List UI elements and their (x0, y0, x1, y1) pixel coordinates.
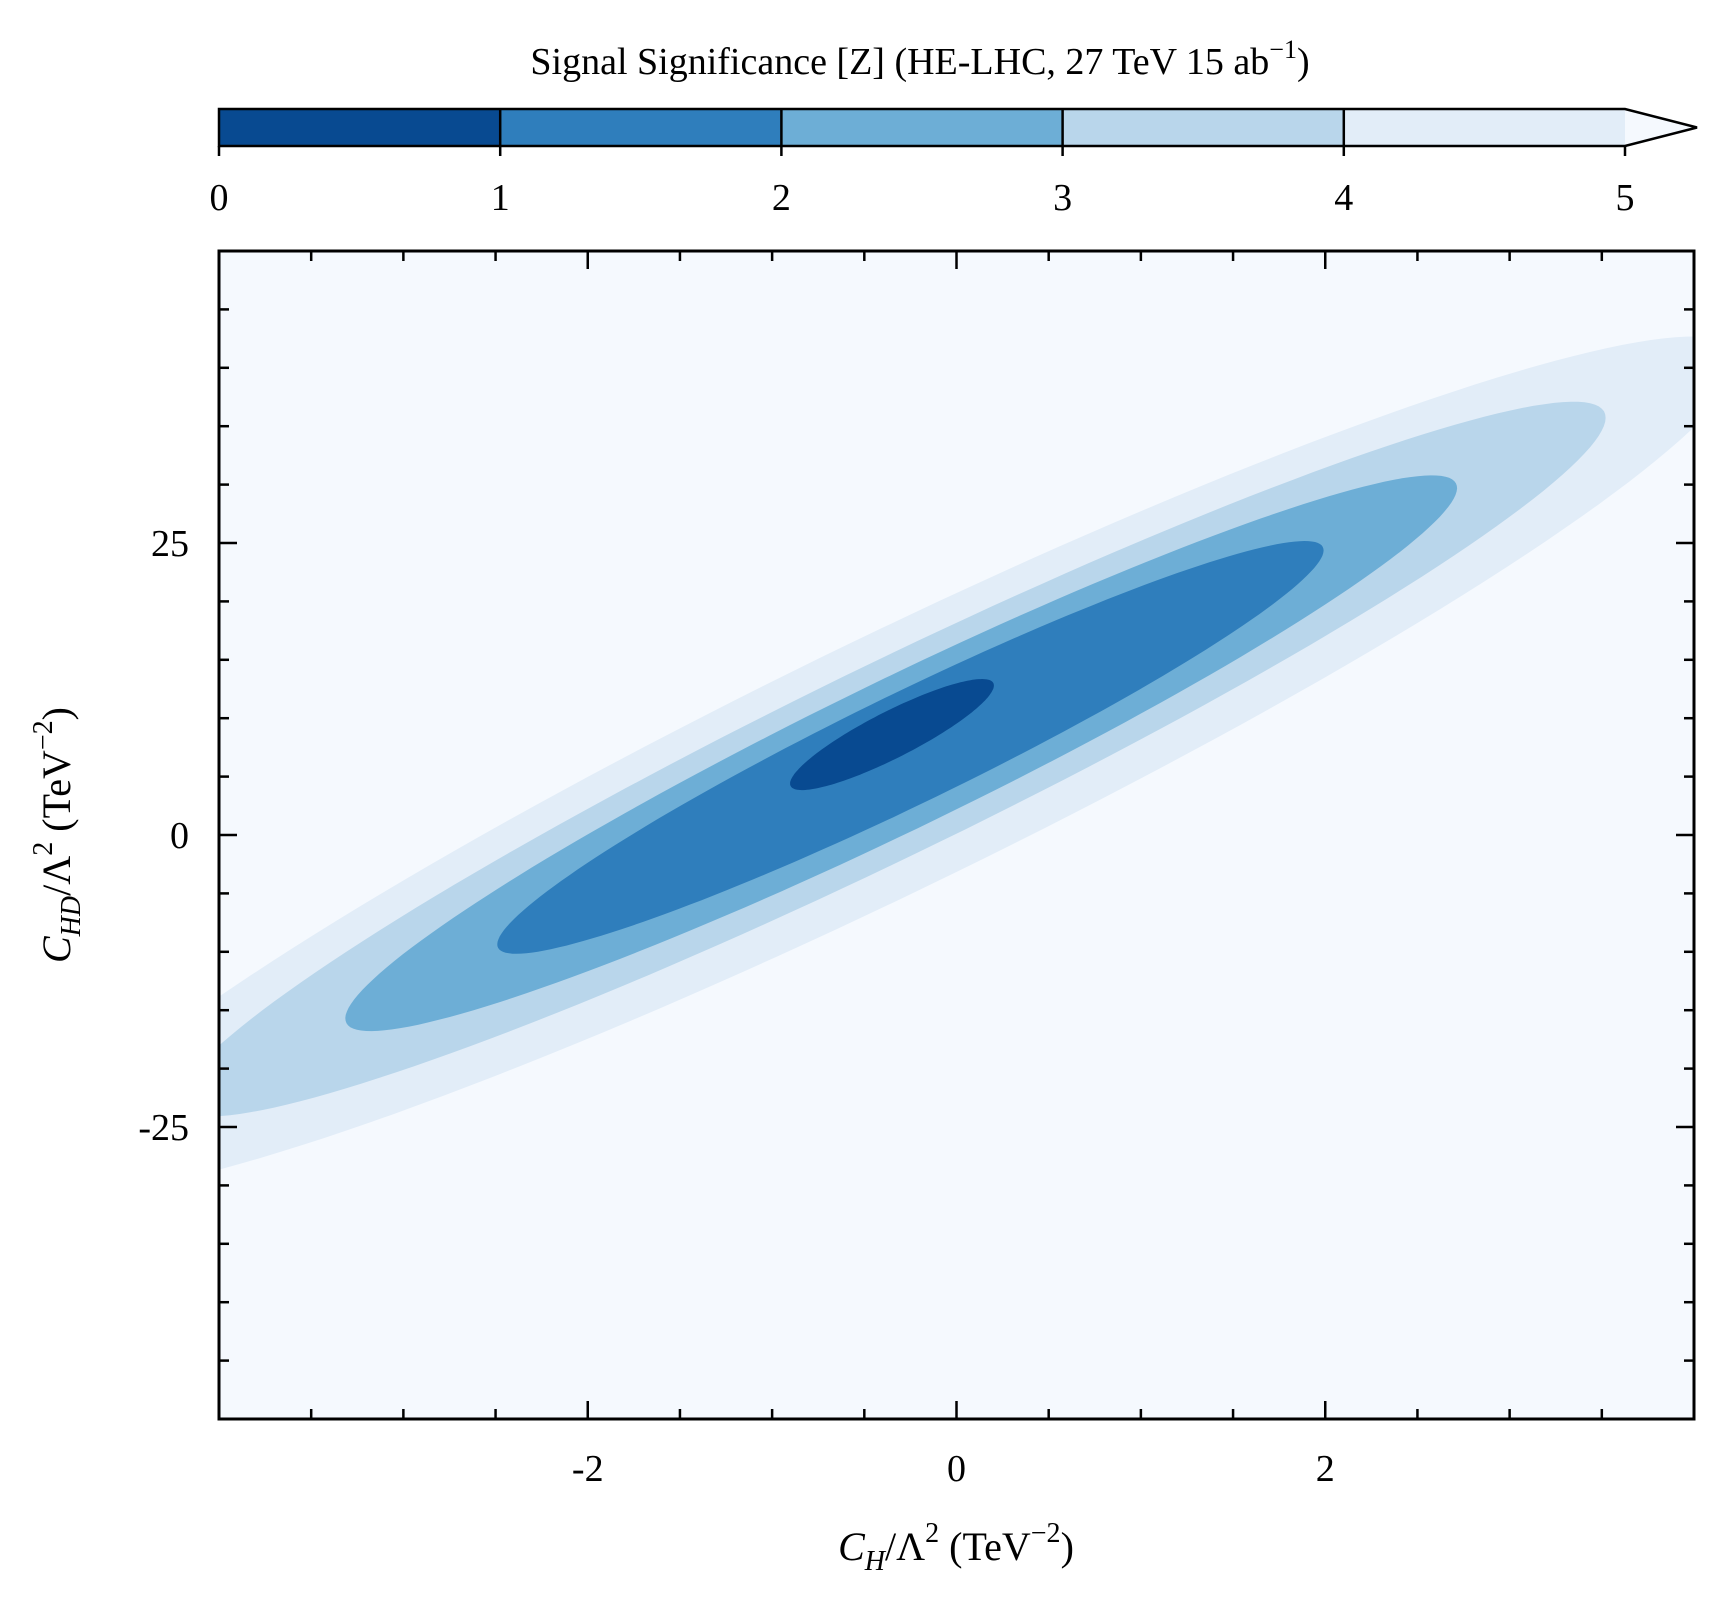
y-axis-label: CHD/Λ2 (TeV−2) (28, 707, 87, 963)
colorbar-tick-label: 4 (1334, 177, 1353, 219)
colorbar-tick-label: 5 (1616, 177, 1635, 219)
x-tick-label: 2 (1316, 1448, 1335, 1490)
x-axis-label: CH/Λ2 (TeV−2) (838, 1518, 1074, 1577)
colorbar-segments (217, 107, 1698, 148)
colorbar-tick-label: 1 (491, 177, 510, 219)
colorbar-extend-arrow (1625, 109, 1697, 146)
colorbar-tick-label: 2 (772, 177, 791, 219)
plot-area: -2 0 2 -25 0 25 (138, 249, 1696, 1490)
y-tick-label: 0 (170, 815, 189, 857)
colorbar-segment (500, 109, 782, 146)
colorbar-ticks: 0 1 2 3 4 5 (210, 109, 1635, 219)
x-tick-label: -2 (572, 1448, 604, 1490)
colorbar-segment (781, 109, 1063, 146)
colorbar-tick-label: 3 (1053, 177, 1072, 219)
tick-labels: -2 0 2 -25 0 25 (138, 523, 1334, 1490)
axis-ticks (219, 251, 1694, 1419)
colorbar-segment (219, 109, 501, 146)
x-tick-label: 0 (947, 1448, 966, 1490)
colorbar-outline (217, 107, 1698, 148)
colorbar-segment (1062, 109, 1344, 146)
colorbar-tick-label: 0 (210, 177, 229, 219)
contour-region-0-1 (790, 679, 994, 791)
y-tick-label: -25 (138, 1107, 189, 1149)
colorbar-segment (1343, 109, 1625, 146)
contour-regions (219, 336, 1694, 1170)
y-tick-label: 25 (151, 523, 189, 565)
colorbar-title: Signal Significance [Z] (HE-LHC, 27 TeV … (530, 35, 1309, 83)
colorbar: Signal Significance [Z] (HE-LHC, 27 TeV … (210, 35, 1698, 219)
